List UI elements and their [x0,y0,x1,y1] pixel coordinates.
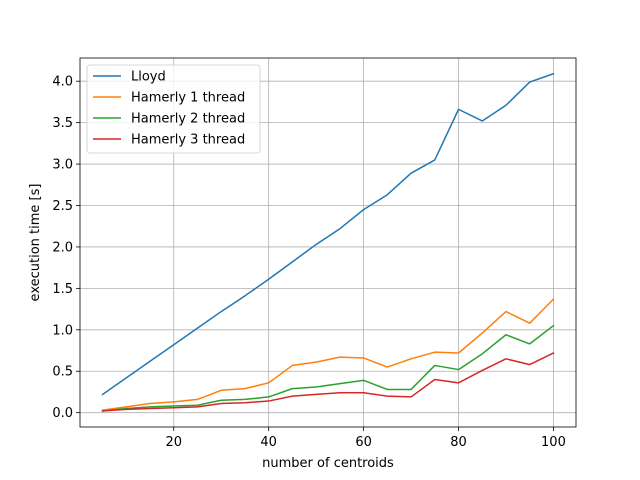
y-tick-label: 3.0 [52,158,73,173]
x-tick-label: 80 [450,435,467,450]
y-tick-label: 1.5 [52,282,73,297]
x-tick-label: 100 [541,435,566,450]
x-axis-label: number of centroids [262,456,394,471]
grid [80,58,576,427]
legend-label-lloyd: Lloyd [131,70,166,85]
x-tick-label: 20 [165,435,182,450]
y-tick-label: 3.5 [52,116,73,131]
series-line-hamerly-2-thread [101,324,555,412]
series-line-hamerly-3-thread [101,351,555,412]
legend: Lloyd Hamerly 1 thread Hamerly 2 thread Ham… [86,64,261,154]
legend-label-hamerly-1-thread: Hamerly 1 thread [131,91,245,106]
y-tick-label: 1.0 [52,323,73,338]
x-tick-label: 40 [260,435,277,450]
y-tick-label: 2.0 [52,240,73,255]
series-line-hamerly-1-thread [101,298,555,412]
series-lines [101,72,555,412]
plot-frame [79,57,577,428]
y-tick-label: 4.0 [52,75,73,90]
legend-label-hamerly-3-thread: Hamerly 3 thread [131,133,245,148]
legend-box [86,64,261,154]
x-axis-ticks: 20 40 60 80 100 [165,427,566,450]
y-tick-label: 0.5 [52,365,73,380]
legend-label-hamerly-2-thread: Hamerly 2 thread [131,112,245,127]
y-tick-label: 2.5 [52,199,73,214]
y-axis-label: execution time [s] [28,184,43,302]
y-tick-label: 0.0 [52,406,73,421]
y-axis-ticks: 0.0 0.5 1.0 1.5 2.0 2.5 3.0 3.5 4.0 [52,75,80,421]
x-tick-label: 60 [355,435,372,450]
series-line-lloyd [101,72,555,396]
